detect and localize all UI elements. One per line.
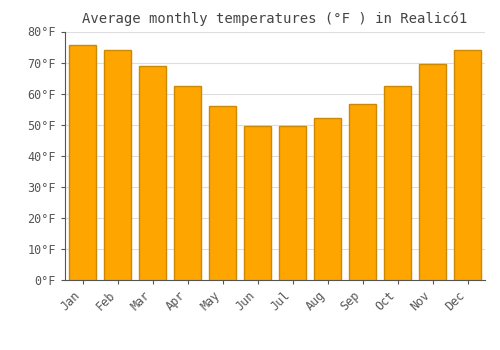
Bar [140, 66, 166, 280]
Bar [314, 118, 340, 280]
Bar [454, 50, 480, 280]
Title: Average monthly temperatures (°F ) in Realicó1: Average monthly temperatures (°F ) in Re… [82, 12, 468, 26]
Bar [210, 106, 236, 280]
Bar [244, 126, 270, 280]
Bar [350, 105, 376, 280]
Bar [104, 50, 130, 280]
Bar [280, 126, 305, 280]
Bar [384, 86, 410, 280]
Bar [420, 64, 446, 280]
Bar [174, 86, 201, 280]
Bar [70, 46, 96, 280]
